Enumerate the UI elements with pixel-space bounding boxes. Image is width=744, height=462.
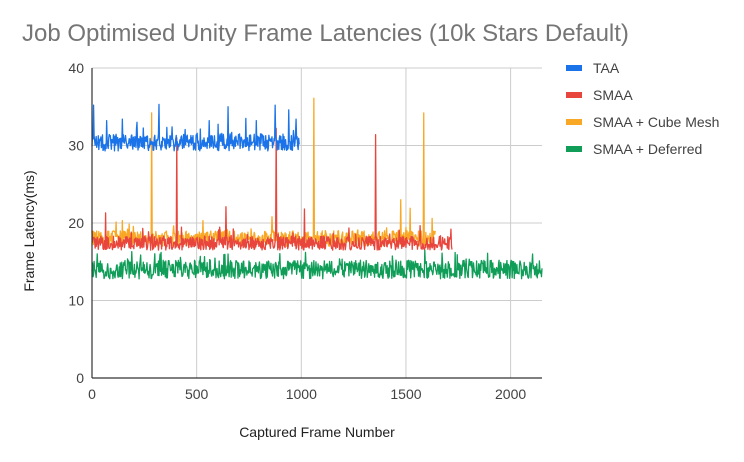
y-tick-label: 0 xyxy=(76,370,84,386)
x-tick-label: 500 xyxy=(185,386,209,402)
y-tick-label: 30 xyxy=(68,138,84,154)
y-tick-label: 20 xyxy=(68,215,84,231)
axes: 0 10 20 30 40 0 500 1000 1500 2000 xyxy=(68,60,542,402)
x-tick-label: 1000 xyxy=(286,386,317,402)
legend-label: TAA xyxy=(593,60,620,76)
series-line xyxy=(91,97,436,247)
legend-swatch xyxy=(566,146,582,152)
legend-label: SMAA + Deferred xyxy=(593,141,702,157)
x-tick-label: 0 xyxy=(88,386,96,402)
series-line xyxy=(91,103,300,152)
legend-swatch xyxy=(566,92,582,98)
chart-title: Job Optimised Unity Frame Latencies (10k… xyxy=(22,20,629,47)
legend-swatch xyxy=(566,65,582,71)
series-line xyxy=(91,249,543,280)
y-tick-label: 40 xyxy=(68,60,84,76)
legend-label: SMAA + Cube Mesh xyxy=(593,114,719,130)
legend-label: SMAA xyxy=(593,87,633,103)
x-tick-label: 1500 xyxy=(390,386,421,402)
x-tick-label: 2000 xyxy=(495,386,526,402)
y-tick-label: 10 xyxy=(68,293,84,309)
y-axis-label: Frame Latency(ms) xyxy=(21,170,37,291)
legend-swatch xyxy=(566,119,582,125)
x-axis-label: Captured Frame Number xyxy=(239,424,395,440)
series-line xyxy=(91,127,453,251)
legend: TAA SMAA SMAA + Cube Mesh SMAA + Deferred xyxy=(566,60,719,157)
series-lines xyxy=(91,97,543,280)
